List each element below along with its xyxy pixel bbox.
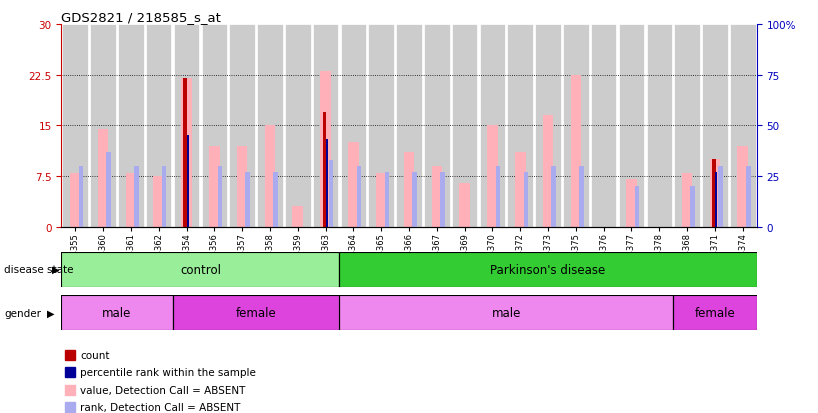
Bar xyxy=(134,166,139,227)
Bar xyxy=(321,72,330,227)
Bar xyxy=(237,146,247,227)
Bar xyxy=(348,143,358,227)
Bar xyxy=(384,173,389,227)
Text: female: female xyxy=(236,306,276,319)
Bar xyxy=(229,25,255,227)
Bar xyxy=(183,79,187,227)
Bar xyxy=(452,25,478,227)
Bar xyxy=(329,160,334,227)
Bar xyxy=(368,25,394,227)
Bar xyxy=(98,129,108,227)
Text: female: female xyxy=(694,306,735,319)
Bar xyxy=(440,173,445,227)
Bar xyxy=(106,152,111,227)
Bar xyxy=(524,173,528,227)
Bar xyxy=(245,173,250,227)
Text: gender: gender xyxy=(4,308,41,318)
Bar xyxy=(126,173,136,227)
Text: GDS2821 / 218585_s_at: GDS2821 / 218585_s_at xyxy=(61,11,221,24)
Bar xyxy=(738,146,748,227)
Bar xyxy=(187,136,189,227)
Bar xyxy=(424,25,450,227)
Bar xyxy=(690,187,695,227)
Bar xyxy=(340,25,366,227)
Bar xyxy=(118,25,144,227)
Text: male: male xyxy=(102,306,132,319)
Bar xyxy=(376,173,386,227)
Bar xyxy=(218,166,222,227)
Text: rank, Detection Call = ABSENT: rank, Detection Call = ABSENT xyxy=(80,402,240,412)
Text: percentile rank within the sample: percentile rank within the sample xyxy=(80,368,256,377)
Bar xyxy=(61,252,339,287)
Bar xyxy=(312,25,339,227)
Text: ▶: ▶ xyxy=(52,264,60,275)
Text: ▶: ▶ xyxy=(47,308,55,318)
Bar xyxy=(62,25,88,227)
Bar xyxy=(710,160,720,227)
Bar xyxy=(79,166,83,227)
Bar xyxy=(682,173,692,227)
Bar xyxy=(265,126,275,227)
Bar xyxy=(551,166,556,227)
Bar xyxy=(712,160,716,227)
Bar xyxy=(579,166,584,227)
Bar xyxy=(70,173,80,227)
Bar xyxy=(357,166,362,227)
Bar xyxy=(635,187,640,227)
Text: disease state: disease state xyxy=(4,264,74,275)
Bar xyxy=(496,166,501,227)
Bar xyxy=(322,112,326,227)
Text: control: control xyxy=(180,263,221,276)
Bar xyxy=(201,25,227,227)
Bar xyxy=(326,140,328,227)
Bar xyxy=(404,153,414,227)
Bar xyxy=(90,25,116,227)
Bar xyxy=(715,173,717,227)
Bar xyxy=(339,252,757,287)
Bar xyxy=(674,25,700,227)
Bar xyxy=(618,25,645,227)
Bar xyxy=(396,25,422,227)
Bar xyxy=(460,183,470,227)
Text: value, Detection Call = ABSENT: value, Detection Call = ABSENT xyxy=(80,385,245,395)
Text: count: count xyxy=(80,350,110,360)
Bar xyxy=(543,116,553,227)
Text: male: male xyxy=(492,306,521,319)
Bar xyxy=(432,166,442,227)
Bar xyxy=(488,126,497,227)
Bar xyxy=(182,79,191,227)
Bar xyxy=(173,295,339,330)
Text: Parkinson's disease: Parkinson's disease xyxy=(491,263,605,276)
Bar xyxy=(730,25,756,227)
Bar xyxy=(285,25,311,227)
Bar xyxy=(273,173,278,227)
Bar xyxy=(507,25,533,227)
Bar xyxy=(209,146,219,227)
Bar xyxy=(571,75,581,227)
Bar xyxy=(479,25,506,227)
Bar xyxy=(162,166,167,227)
Bar xyxy=(535,25,561,227)
Bar xyxy=(61,295,173,330)
Bar xyxy=(146,25,172,227)
Bar xyxy=(627,180,636,227)
Bar xyxy=(718,166,723,227)
Bar xyxy=(746,166,751,227)
Bar xyxy=(702,25,728,227)
Bar xyxy=(154,177,164,227)
Bar xyxy=(673,295,757,330)
Bar xyxy=(646,25,672,227)
Bar xyxy=(412,173,417,227)
Bar xyxy=(173,25,200,227)
Bar xyxy=(257,25,283,227)
Bar xyxy=(591,25,617,227)
Bar xyxy=(293,207,303,227)
Bar xyxy=(339,295,673,330)
Bar xyxy=(563,25,589,227)
Bar xyxy=(515,153,525,227)
